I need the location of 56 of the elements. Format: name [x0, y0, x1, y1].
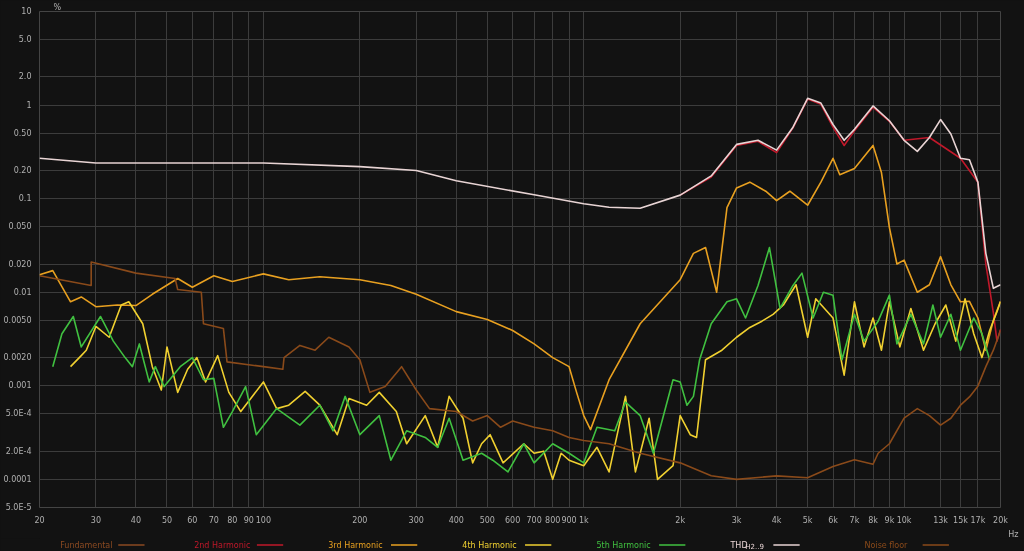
- x-tick-label: 70: [208, 515, 219, 525]
- x-tick-label: 800: [545, 515, 561, 525]
- legend-label: 5th Harmonic: [596, 540, 651, 550]
- y-tick-label: 0.20: [13, 165, 32, 175]
- legend-label: 4th Harmonic: [462, 540, 517, 550]
- y-tick-label: 5.0: [18, 35, 32, 45]
- x-tick-label: 60: [187, 515, 198, 525]
- x-tick-label: 5k: [802, 515, 813, 525]
- x-tick-label: 9k: [884, 515, 895, 525]
- y-tick-label: 5.0E-5: [5, 503, 32, 512]
- legend-label: 3rd Harmonic: [328, 540, 383, 550]
- y-tick-label: 0.050: [8, 222, 32, 232]
- legend-label: Noise floor: [864, 540, 909, 550]
- y-tick-label: 0.0050: [3, 315, 32, 325]
- x-tick-label: 100: [255, 515, 272, 525]
- x-tick-label: 80: [227, 515, 238, 525]
- x-tick-label: 4k: [771, 515, 782, 525]
- y-tick-label: 2.0: [18, 72, 32, 82]
- x-tick-label: 20: [34, 515, 45, 525]
- y-tick-label: 0.1: [18, 194, 32, 204]
- x-tick-label: 200: [352, 515, 368, 525]
- y-tick-label: 0.001: [8, 381, 32, 391]
- x-tick-label: 8k: [868, 515, 879, 525]
- x-tick-label: 2k: [675, 515, 686, 525]
- x-tick-label: 1k: [578, 515, 589, 525]
- y-tick-label: 0.50: [13, 128, 32, 138]
- x-tick-label: 500: [479, 515, 495, 525]
- y-tick-label: 1: [26, 100, 32, 110]
- x-tick-label: 20k: [993, 515, 1009, 525]
- x-tick-label: 10k: [896, 515, 912, 525]
- y-tick-label: 0.020: [8, 259, 32, 269]
- x-tick-label: 40: [130, 515, 142, 525]
- x-tick-label: 13k: [933, 515, 949, 525]
- x-tick-label: 700: [526, 515, 542, 525]
- x-tick-label: 7k: [849, 515, 860, 525]
- legend-label: 2nd Harmonic: [194, 540, 251, 550]
- x-tick-label: 17k: [970, 515, 986, 525]
- x-tick-label: 600: [505, 515, 521, 525]
- x-tick-label: 400: [448, 515, 464, 525]
- legend-label: Fundamental: [60, 540, 113, 550]
- y-tick-label: 0.01: [13, 287, 32, 297]
- y-tick-label: 10: [21, 7, 32, 16]
- x-tick-label: 6k: [828, 515, 839, 525]
- y-tick-label: 0.0001: [3, 474, 32, 484]
- x-tick-label: 15k: [953, 515, 969, 525]
- x-tick-label: 30: [90, 515, 102, 525]
- x-tick-label: 900: [561, 515, 577, 525]
- y-tick-label: 2.0E-4: [5, 446, 32, 456]
- y-tick-label: 0.0020: [3, 353, 32, 363]
- x-tick-label: 3k: [731, 515, 742, 525]
- y-tick-label: 5.0E-4: [5, 409, 32, 419]
- x-axis-title: Hz: [1008, 529, 1019, 539]
- x-tick-label: 90: [243, 515, 254, 525]
- x-tick-label: 300: [408, 515, 424, 525]
- x-tick-label: 50: [161, 515, 173, 525]
- y-axis-title: %: [53, 2, 62, 12]
